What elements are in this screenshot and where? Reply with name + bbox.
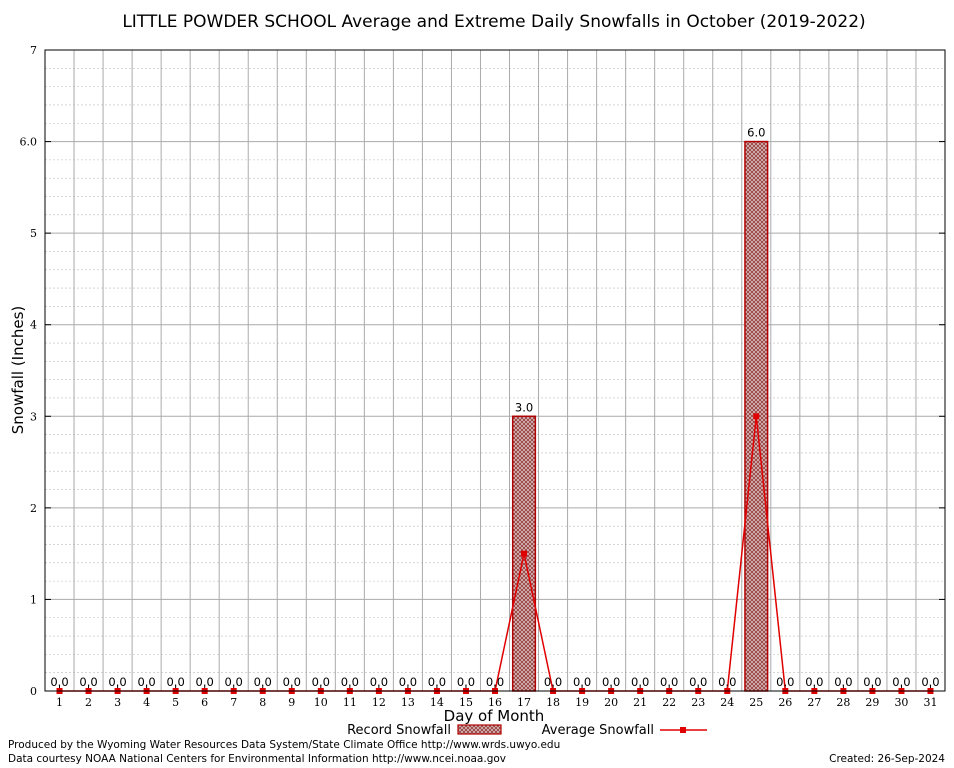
x-tick-label: 12 [372,696,386,709]
data-label: 0.0 [921,675,939,689]
x-tick-label: 15 [459,696,473,709]
legend-record-swatch [457,724,502,735]
data-label: 0.0 [137,675,155,689]
y-axis-label: Snowfall (Inches) [9,306,27,434]
x-tick-label: 8 [259,696,266,709]
data-label: 0.0 [544,675,562,689]
x-tick-labels: 1 2 3 4 5 6 7 8 9 10 11 12 13 14 15 16 17 18 19 20 21 22 23 24 2… [56,696,937,709]
y-tick-label: 3 [30,410,37,423]
legend-average-marker [680,727,686,733]
y-tick-label: 2 [30,502,37,515]
data-label: 0.0 [225,675,243,689]
x-tick-label: 9 [288,696,295,709]
data-label: 0.0 [660,675,678,689]
data-label: 0.0 [805,675,823,689]
data-label: 0.0 [573,675,591,689]
x-tick-label: 23 [691,696,705,709]
data-label: 0.0 [166,675,184,689]
data-label: 3.0 [515,400,533,414]
data-label: 0.0 [108,675,126,689]
data-label: 0.0 [486,675,504,689]
data-label: 0.0 [399,675,417,689]
legend-average-label: Average Snowfall [542,723,654,738]
x-tick-label: 27 [807,696,821,709]
legend-record-label: Record Snowfall [347,723,451,738]
data-label: 0.0 [689,675,707,689]
data-label: 0.0 [863,675,881,689]
data-label: 0.0 [718,675,736,689]
x-tick-label: 22 [662,696,676,709]
data-label: 6.0 [747,126,765,140]
average-marker [753,413,760,420]
x-tick-label: 31 [923,696,937,709]
y-tick-label: 6.0 [20,136,38,149]
chart-title: LITTLE POWDER SCHOOL Average and Extreme… [122,12,865,32]
x-tick-label: 14 [430,696,444,709]
data-label: 0.0 [50,675,68,689]
x-tick-label: 6 [201,696,208,709]
x-tick-label: 11 [343,696,357,709]
data-label: 0.0 [312,675,330,689]
x-tick-label: 13 [401,696,415,709]
plot-frame [44,49,946,692]
data-label: 0.0 [254,675,272,689]
x-tick-label: 20 [604,696,618,709]
x-tick-label: 18 [546,696,560,709]
x-tick-label: 19 [575,696,589,709]
x-tick-label: 16 [488,696,502,709]
x-tick-label: 24 [720,696,734,709]
data-label: 0.0 [196,675,214,689]
data-label: 0.0 [457,675,475,689]
x-tick-label: 2 [85,696,92,709]
data-label: 0.0 [370,675,388,689]
data-label: 0.0 [428,675,446,689]
x-tick-label: 25 [749,696,763,709]
data-label: 0.0 [602,675,620,689]
x-tick-label: 30 [894,696,908,709]
x-tick-label: 5 [172,696,179,709]
footer-data-courtesy: Data courtesy NOAA National Centers for … [8,753,506,765]
average-line [56,413,934,694]
y-tick-label: 4 [30,319,37,332]
data-label: 0.0 [283,675,301,689]
data-label: 0.0 [631,675,649,689]
y-tick-label: 5 [30,227,37,240]
average-marker [521,550,528,557]
x-tick-label: 7 [230,696,237,709]
data-label: 0.0 [776,675,794,689]
data-label: 0.0 [892,675,910,689]
data-label: 0.0 [834,675,852,689]
legend: Record Snowfall Average Snowfall [347,723,707,738]
x-tick-label: 3 [114,696,121,709]
x-tick-label: 29 [865,696,879,709]
x-tick-label: 1 [56,696,63,709]
chart-grid [45,49,945,692]
footer-produced-by: Produced by the Wyoming Water Resources … [8,739,560,751]
y-tick-label: 7 [30,44,37,57]
x-tick-label: 17 [517,696,531,709]
data-labels: 0.0 0.0 0.0 0.0 0.0 0.0 0.0 0.0 0.0 0.0 0.0 0.0 0.0 0… [50,126,939,689]
x-tick-label: 28 [836,696,850,709]
x-tick-label: 26 [778,696,792,709]
y-tick-labels: 0 1 2 3 4 5 6.0 7 [20,44,38,698]
data-label: 0.0 [341,675,359,689]
footer-created: Created: 26-Sep-2024 [829,753,945,765]
x-tick-label: 10 [314,696,328,709]
x-axis-label: Day of Month [444,707,545,725]
data-label: 0.0 [79,675,97,689]
y-tick-label: 1 [30,593,37,606]
x-tick-label: 21 [633,696,647,709]
y-tick-label: 0 [30,685,37,698]
x-tick-label: 4 [143,696,150,709]
